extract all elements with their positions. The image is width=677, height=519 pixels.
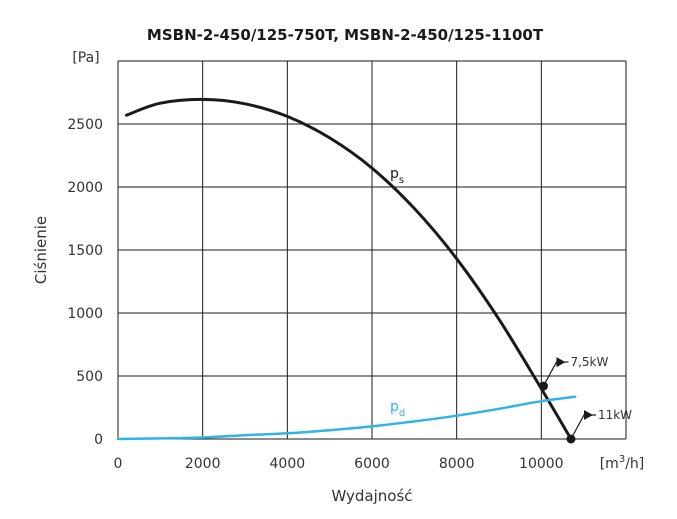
x-tick-label: 0 (114, 456, 123, 472)
operating-point-arrow (583, 410, 593, 420)
ps-label-main: p (390, 166, 399, 182)
x-unit-prefix: [m (600, 456, 619, 472)
operating-point-label: 7,5kW (570, 355, 608, 369)
ps-curve-label: ps (390, 166, 404, 186)
x-tick-label: 2000 (185, 456, 221, 472)
x-tick-label: 6000 (354, 456, 390, 472)
operating-point-leader (542, 361, 569, 387)
x-unit-label: [m3/h] (600, 454, 645, 472)
chart-title: MSBN-2-450/125-750T, MSBN-2-450/125-1100… (147, 26, 544, 44)
operating-point-arrow (556, 357, 566, 368)
x-tick-label: 4000 (270, 456, 306, 472)
pd-label-sub: d (399, 408, 405, 419)
pd-curve-label: pd (390, 399, 405, 419)
y-unit-label: [Pa] (72, 50, 99, 66)
y-tick-labels: 0 500 1000 1500 2000 2500 (67, 117, 103, 448)
operating-point-leader (570, 414, 596, 440)
ps-label-sub: s (399, 175, 404, 186)
x-unit-sup: 3 (619, 454, 625, 465)
x-axis-label: Wydajność (331, 487, 412, 505)
ps-curve (125, 97, 573, 441)
y-tick-label: 2000 (67, 180, 103, 196)
operating-point-label: 11kW (598, 408, 632, 422)
x-tick-label: 8000 (439, 456, 475, 472)
y-axis-label: Ciśnienie (32, 216, 50, 284)
x-tick-label: 10000 (519, 456, 564, 472)
pd-curve (116, 395, 577, 441)
y-tick-label: 500 (76, 369, 103, 385)
y-tick-label: 2500 (67, 117, 103, 133)
curves (116, 97, 577, 441)
x-unit-suffix: /h] (625, 456, 644, 472)
grid (117, 60, 627, 440)
y-tick-label: 1500 (67, 243, 103, 259)
y-tick-label: 0 (94, 432, 103, 448)
x-tick-labels: 0 2000 4000 6000 8000 10000 (114, 456, 564, 472)
operating-points: 7,5kW 11kW (538, 355, 632, 444)
y-tick-label: 1000 (67, 306, 103, 322)
pd-label-main: p (390, 399, 399, 415)
